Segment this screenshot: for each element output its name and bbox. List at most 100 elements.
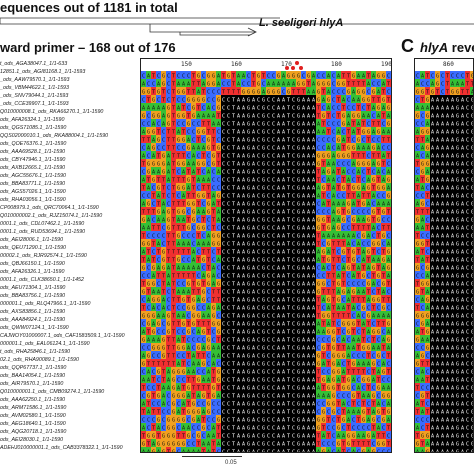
- alignment-cell: [326, 327, 331, 335]
- alignment-base: C: [387, 434, 390, 440]
- alignment-base: T: [287, 386, 290, 392]
- alignment-base: T: [232, 378, 235, 384]
- alignment-cell: [346, 231, 351, 239]
- alignment-cell: [281, 215, 286, 223]
- alignment-cell: [241, 295, 246, 303]
- alignment-cell: [236, 223, 241, 231]
- alignment-base: T: [367, 442, 370, 448]
- alignment-cell: [196, 135, 201, 143]
- alignment-cell: [351, 183, 356, 191]
- alignment-cell: [286, 143, 291, 151]
- alignment-base: G: [142, 242, 145, 248]
- alignment-cell: [191, 231, 196, 239]
- alignment-cell: [321, 223, 326, 231]
- alignment-cell: [296, 343, 301, 351]
- alignment-cell: [166, 263, 171, 271]
- alignment-cell: [191, 351, 196, 359]
- alignment-cell: [366, 431, 371, 439]
- alignment-cell: [376, 303, 381, 311]
- alignment-base: A: [252, 410, 255, 416]
- alignment-base: T: [347, 186, 350, 192]
- alignment-base: C: [217, 314, 220, 320]
- sequence-name: ods_AFA26326.1_1/1-1590: [0, 269, 65, 275]
- alignment-cell: [241, 391, 246, 399]
- alignment-cell: [156, 423, 161, 431]
- alignment-base: C: [357, 234, 360, 240]
- alignment-base: T: [172, 98, 175, 104]
- sequence-name: ods_AXS83856.1_1/1-1590: [0, 309, 66, 315]
- alignment-cell: [296, 127, 301, 135]
- alignment-base: A: [147, 186, 150, 192]
- alignment-cell: [251, 407, 256, 415]
- alignment-base: C: [367, 306, 370, 312]
- alignment-cell: [161, 183, 166, 191]
- alignment-base: A: [312, 82, 315, 88]
- alignment-cell: [166, 391, 171, 399]
- alignment-cell: [141, 383, 146, 391]
- alignment-base: A: [372, 74, 375, 80]
- alignment-base: A: [347, 234, 350, 240]
- alignment-cell: [246, 151, 251, 159]
- alignment-base: A: [197, 242, 200, 248]
- alignment-base: T: [162, 98, 165, 104]
- alignment-cell: [171, 287, 176, 295]
- alignment-base: A: [237, 418, 240, 424]
- alignment-cell: [281, 303, 286, 311]
- alignment-cell: [316, 103, 321, 111]
- alignment-cell: [341, 199, 346, 207]
- alignment-base: T: [177, 226, 180, 232]
- alignment-base: C: [257, 434, 260, 440]
- alignment-cell: [231, 335, 236, 343]
- primer-marker-icon: [285, 66, 289, 70]
- alignment-base: G: [217, 194, 220, 200]
- alignment-cell: [231, 159, 236, 167]
- alignment-cell: [311, 423, 316, 431]
- alignment-base: A: [312, 74, 315, 80]
- alignment-cell: [346, 167, 351, 175]
- alignment-cell: [286, 383, 291, 391]
- alignment-base: T: [167, 346, 170, 352]
- alignment-base: A: [312, 234, 315, 240]
- alignment-cell: [171, 247, 176, 255]
- alignment-cell: [156, 343, 161, 351]
- alignment-base: T: [322, 194, 325, 200]
- alignment-base: T: [172, 338, 175, 344]
- alignment-base: C: [272, 330, 275, 336]
- alignment-base: A: [282, 170, 285, 176]
- alignment-base: G: [217, 106, 220, 112]
- alignment-cell: [331, 439, 336, 447]
- alignment-base: A: [277, 210, 280, 216]
- alignment-base: C: [147, 306, 150, 312]
- alignment-cell: [186, 231, 191, 239]
- alignment-base: G: [262, 170, 265, 176]
- alignment-cell: [331, 135, 336, 143]
- alignment-base: G: [332, 362, 335, 368]
- alignment-cell: [301, 263, 306, 271]
- alignment-base: A: [217, 354, 220, 360]
- alignment-base: T: [347, 82, 350, 88]
- alignment-cell: [171, 95, 176, 103]
- alignment-base: A: [317, 394, 320, 400]
- alignment-cell: [266, 247, 271, 255]
- alignment-cell: [206, 239, 211, 247]
- alignment-base: A: [242, 394, 245, 400]
- alignment-base: G: [192, 210, 195, 216]
- alignment-base: A: [177, 410, 180, 416]
- alignment-cell: [231, 311, 236, 319]
- alignment-base: C: [177, 74, 180, 80]
- alignment-cell: [181, 119, 186, 127]
- alignment-base: T: [142, 234, 145, 240]
- alignment-cell: [266, 143, 271, 151]
- alignment-base: T: [362, 194, 365, 200]
- alignment-cell: [361, 223, 366, 231]
- alignment-cell: [276, 423, 281, 431]
- alignment-cell: [181, 79, 186, 87]
- alignment-cell: [166, 351, 171, 359]
- alignment-base: T: [387, 442, 390, 448]
- alignment-cell: [381, 287, 386, 295]
- alignment-base: A: [252, 330, 255, 336]
- alignment-base: G: [157, 114, 160, 120]
- alignment-base: A: [302, 442, 305, 448]
- alignment-cell: [266, 191, 271, 199]
- alignment-base: C: [222, 322, 225, 328]
